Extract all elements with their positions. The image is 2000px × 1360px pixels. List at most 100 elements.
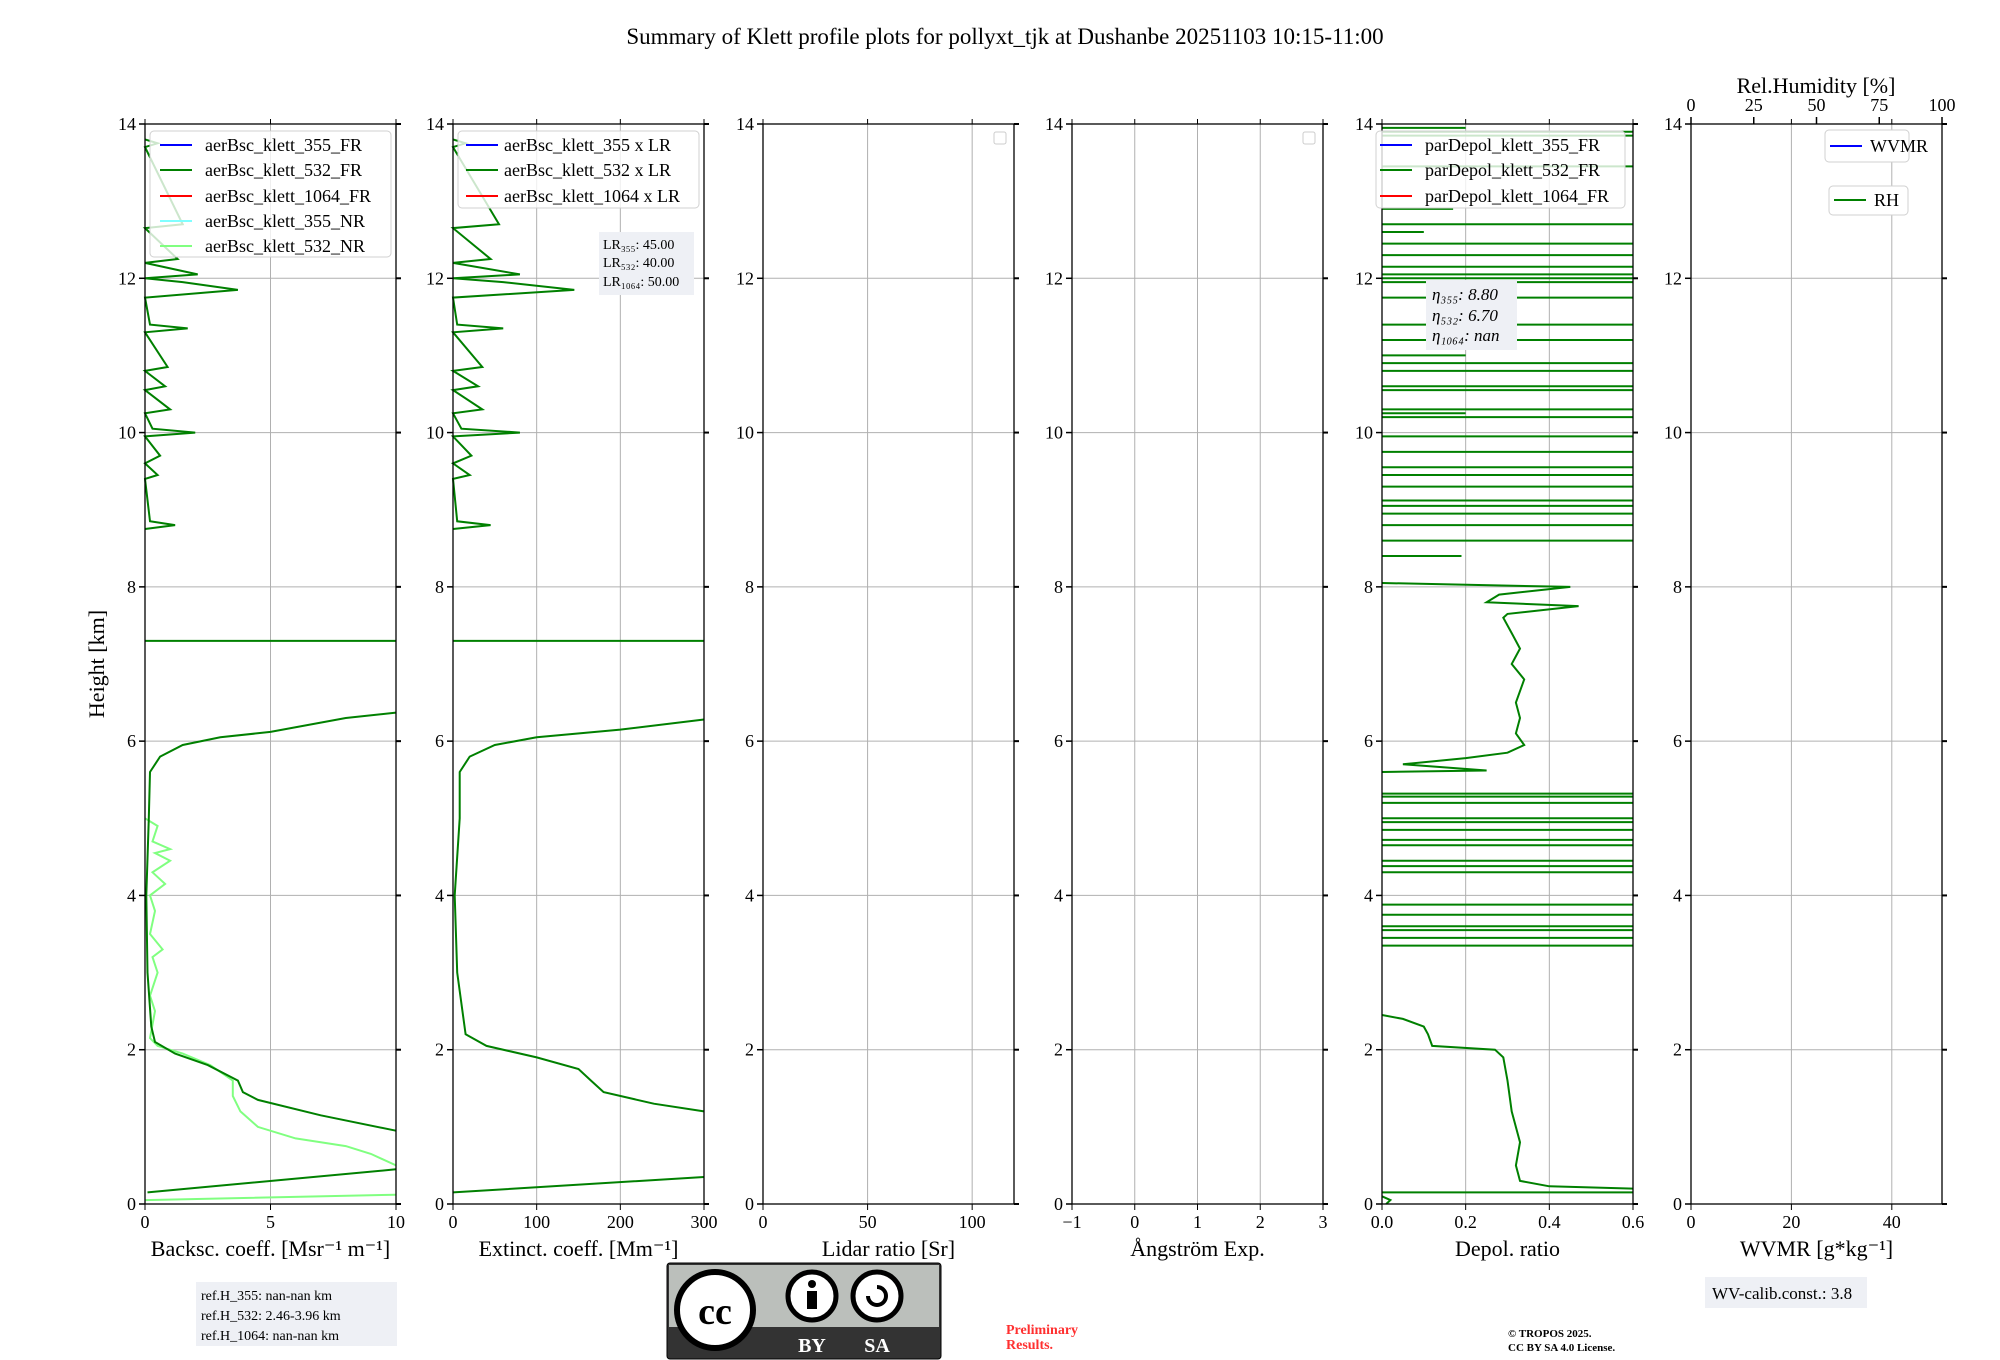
x-axis-label: Backsc. coeff. [Msr⁻¹ m⁻¹] [151,1236,390,1261]
y-tick-label: 10 [1355,423,1373,443]
x-tick-label: 1 [1193,1212,1202,1232]
x-axis-label: WVMR [g*kg⁻¹] [1740,1236,1893,1261]
legend-label: aerBsc_klett_532_FR [205,160,362,180]
y-tick-label: 10 [736,423,754,443]
reference-heights-box: ref.H_355: nan-nan km ref.H_532: 2.46-3.… [196,1282,397,1346]
ref-height-355: ref.H_355: nan-nan km [201,1289,332,1304]
legend-label: parDepol_klett_1064_FR [1425,186,1609,206]
legend-label: aerBsc_klett_532 x LR [504,160,671,180]
legend-label: aerBsc_klett_355 x LR [504,135,671,155]
y-tick-label: 6 [1673,731,1682,751]
legend-empty-angstrom [1302,131,1316,145]
legend-label: aerBsc_klett_1064 x LR [504,186,680,206]
x-tick-label: 0.6 [1622,1212,1645,1232]
axes-frame [1381,123,1634,1205]
x-tick-label: 300 [691,1212,718,1232]
rh-tick-label: 100 [1929,95,1956,115]
y-tick-label: 8 [1673,577,1682,597]
y-tick-label: 4 [1673,885,1682,905]
series-parDepol_klett_532_FR [1381,582,1634,1205]
legend-label: aerBsc_klett_355_NR [205,211,365,231]
x-axis-label: Lidar ratio [Sr] [822,1236,955,1261]
share-alike-icon [850,1269,904,1323]
y-tick-label: 10 [426,423,444,443]
y-tick-label: 8 [1364,577,1373,597]
y-tick-label: 14 [1045,114,1063,134]
x-tick-label: 200 [607,1212,634,1232]
y-tick-label: 4 [127,885,136,905]
x-tick-label: 5 [266,1212,275,1232]
preliminary-note-line2: Results. [1006,1338,1053,1353]
y-tick-label: 6 [1364,731,1373,751]
y-tick-label: 2 [435,1040,444,1060]
x-axis-label: Ångström Exp. [1130,1236,1264,1261]
y-tick-label: 10 [1664,423,1682,443]
x-tick-label: 100 [523,1212,550,1232]
annotation-lr355: LR₃₅₅: 45.00 [603,238,674,253]
license-note: CC BY SA 4.0 License. [1508,1342,1615,1354]
ref-height-532: ref.H_532: 2.46-3.96 km [201,1309,341,1324]
legend-label: RH [1874,190,1899,210]
panel-depol: 0.0 0.2 0.4 0.6 0 2 4 6 8 10 12 14 Depol. ratio [1355,114,1644,1261]
x-tick-label: 3 [1319,1212,1328,1232]
panel-ext: 0 100 200 300 0 2 4 6 8 10 12 14 Extinct. coeff. [Mm… [426,114,718,1261]
legend-rh: RH [1828,185,1909,216]
cc-by-sa-logo: cc BY SA [666,1262,942,1360]
y-tick-label: 12 [1045,268,1063,288]
y-tick-label: 14 [426,114,444,134]
axes-frame [1071,123,1324,1205]
y-tick-label: 0 [1673,1194,1682,1214]
rh-tick-label: 75 [1870,95,1888,115]
cc-icon [674,1269,756,1351]
x-tick-label: 0.2 [1454,1212,1477,1232]
rh-axis-label: Rel.Humidity [%] [1737,73,1896,98]
y-tick-label: 8 [127,577,136,597]
y-tick-label: 14 [118,114,136,134]
y-tick-label: 12 [118,268,136,288]
y-tick-label: 0 [745,1194,754,1214]
y-tick-label: 8 [745,577,754,597]
x-tick-label: 0.4 [1538,1212,1561,1232]
wv-calibration-constant: WV-calib.const.: 3.8 [1712,1284,1852,1303]
series-aerBsc_klett_532 x LR [450,138,705,1194]
x-tick-label: 10 [387,1212,405,1232]
legend-wvmr: WVMR [1824,129,1928,163]
legend-label: parDepol_klett_532_FR [1425,160,1600,180]
y-tick-label: 10 [118,423,136,443]
y-tick-label: 8 [435,577,444,597]
y-tick-label: 12 [1355,268,1373,288]
x-tick-label: 40 [1883,1212,1901,1232]
y-tick-label: 2 [745,1040,754,1060]
annotation-lr1064: LR₁₀₆₄: 50.00 [603,275,679,290]
x-tick-label: 0 [1687,1212,1696,1232]
ref-height-1064: ref.H_1064: nan-nan km [201,1329,339,1344]
legend-extinction: aerBsc_klett_355 x LR aerBsc_klett_532 x… [457,130,700,209]
annotation-eta1064: η₁₀₆₄: nan [1432,326,1500,345]
x-tick-label: 50 [859,1212,877,1232]
y-tick-label: 10 [1045,423,1063,443]
x-tick-label: 0 [449,1212,458,1232]
x-tick-label: 2 [1256,1212,1265,1232]
axes-frame [452,123,705,1205]
panel-lr: 0 50 100 0 2 4 6 8 10 12 14 Lidar ratio [Sr] [736,114,1019,1261]
eta-annotation: η₃₅₅: 8.80 η₅₃₂: 6.70 η₁₀₆₄: nan [1426,280,1517,350]
y-tick-label: 14 [1355,114,1373,134]
x-tick-label: 0 [141,1212,150,1232]
legend-empty-lidar-ratio [993,131,1007,145]
y-tick-label: 0 [127,1194,136,1214]
cc-text: cc [698,1291,732,1333]
y-tick-label: 0 [435,1194,444,1214]
x-tick-label: 100 [959,1212,986,1232]
preliminary-note: Preliminary [1006,1323,1078,1338]
rh-tick-label: 25 [1745,95,1763,115]
x-tick-label: 0.0 [1371,1212,1394,1232]
y-tick-label: 4 [1364,885,1373,905]
annotation-eta532: η₅₃₂: 6.70 [1432,306,1498,325]
legend-label: aerBsc_klett_1064_FR [205,186,371,206]
y-tick-label: 6 [435,731,444,751]
y-axis-label: Height [km] [84,610,109,718]
y-tick-label: 14 [736,114,754,134]
rh-tick-label: 50 [1808,95,1826,115]
rh-tick-label: 0 [1687,95,1696,115]
